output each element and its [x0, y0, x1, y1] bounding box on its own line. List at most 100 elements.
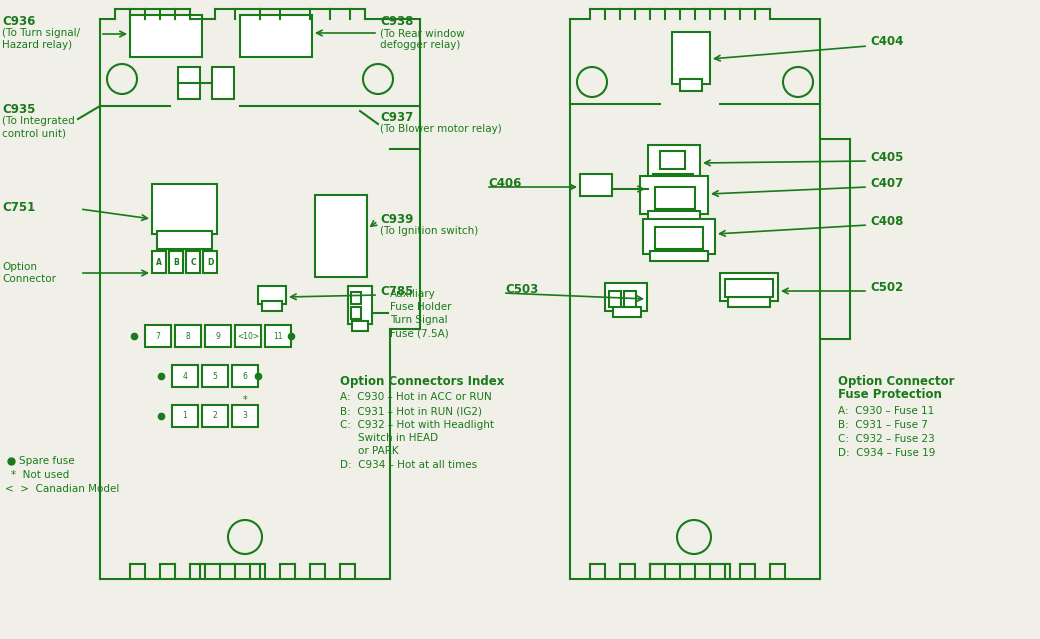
Text: 2: 2	[212, 412, 217, 420]
Text: A: A	[156, 258, 162, 266]
Text: 8: 8	[185, 332, 190, 341]
Bar	[680, 79, 702, 91]
Bar	[170, 251, 183, 273]
Bar	[672, 32, 710, 84]
Bar	[205, 325, 231, 347]
Bar	[235, 325, 261, 347]
Bar	[648, 211, 700, 221]
Text: B:  C931 – Hot in RUN (IG2): B: C931 – Hot in RUN (IG2)	[340, 406, 482, 416]
Bar	[145, 325, 171, 347]
Text: <  >  Canadian Model: < > Canadian Model	[5, 484, 120, 494]
Text: B: B	[173, 258, 179, 266]
Text: (To Blower motor relay): (To Blower motor relay)	[380, 124, 501, 134]
Bar	[648, 145, 700, 177]
Text: C406: C406	[488, 176, 521, 190]
Text: C:  C932 – Fuse 23: C: C932 – Fuse 23	[838, 434, 935, 444]
Text: C785: C785	[380, 284, 413, 298]
Text: Spare fuse: Spare fuse	[19, 456, 75, 466]
Bar	[348, 286, 372, 324]
Text: C938: C938	[380, 15, 413, 27]
Bar	[613, 307, 641, 317]
Bar	[212, 67, 234, 99]
Text: C: C	[190, 258, 196, 266]
Bar	[152, 251, 166, 273]
Bar	[655, 227, 703, 249]
Text: 7: 7	[156, 332, 160, 341]
Text: C404: C404	[870, 35, 904, 47]
Text: A:  C930 – Fuse 11: A: C930 – Fuse 11	[838, 406, 934, 416]
Text: Fuse Protection: Fuse Protection	[838, 389, 942, 401]
Bar	[175, 325, 201, 347]
Bar	[655, 187, 695, 209]
Bar	[265, 325, 291, 347]
Bar	[352, 292, 361, 304]
Text: A:  C930 – Hot in ACC or RUN: A: C930 – Hot in ACC or RUN	[340, 392, 492, 402]
Bar	[640, 176, 708, 214]
Text: Switch in HEAD: Switch in HEAD	[358, 433, 438, 443]
Bar	[232, 405, 258, 427]
Bar	[172, 405, 198, 427]
Bar	[258, 286, 286, 304]
Text: Turn Signal: Turn Signal	[390, 315, 447, 325]
Text: C937: C937	[380, 111, 413, 123]
Text: D: D	[207, 258, 213, 266]
Bar	[580, 174, 612, 196]
Text: C939: C939	[380, 213, 413, 226]
Bar	[202, 365, 228, 387]
Text: 9: 9	[215, 332, 220, 341]
Bar	[178, 67, 200, 99]
Bar	[240, 15, 312, 57]
Text: D:  C934 – Hot at all times: D: C934 – Hot at all times	[340, 460, 477, 470]
Text: B:  C931 – Fuse 7: B: C931 – Fuse 7	[838, 420, 928, 430]
Text: Connector: Connector	[2, 274, 56, 284]
Text: 5: 5	[212, 371, 217, 380]
Text: (To Rear window: (To Rear window	[380, 28, 465, 38]
Text: C405: C405	[870, 151, 904, 164]
Text: 4: 4	[183, 371, 187, 380]
Bar	[352, 307, 361, 319]
Text: *: *	[242, 395, 248, 405]
Bar	[643, 219, 714, 254]
Bar	[232, 365, 258, 387]
Text: Option: Option	[2, 262, 37, 272]
Bar	[725, 279, 773, 297]
Bar	[653, 174, 693, 184]
Text: Auxiliary: Auxiliary	[390, 289, 436, 299]
Bar	[130, 15, 202, 57]
Bar	[157, 231, 212, 249]
Bar	[624, 291, 636, 307]
Text: Option Connector: Option Connector	[838, 374, 955, 387]
Text: <10>: <10>	[237, 332, 259, 341]
Text: (To Integrated: (To Integrated	[2, 116, 75, 126]
Text: Hazard relay): Hazard relay)	[2, 40, 72, 50]
Bar	[660, 151, 685, 169]
Bar	[720, 273, 778, 301]
Text: C502: C502	[870, 281, 904, 293]
Text: C935: C935	[2, 102, 35, 116]
Text: C408: C408	[870, 215, 904, 227]
Text: C751: C751	[2, 201, 35, 213]
Bar	[728, 297, 770, 307]
Text: control unit): control unit)	[2, 128, 66, 138]
Text: 6: 6	[242, 371, 248, 380]
Text: 11: 11	[274, 332, 283, 341]
Text: (To Turn signal/: (To Turn signal/	[2, 28, 80, 38]
Text: *  Not used: * Not used	[11, 470, 70, 480]
Text: C:  C932 – Hot with Headlight: C: C932 – Hot with Headlight	[340, 420, 494, 430]
Bar	[352, 321, 368, 331]
Text: C407: C407	[870, 176, 904, 190]
Bar	[609, 291, 621, 307]
Text: C936: C936	[2, 15, 35, 27]
Bar	[315, 195, 367, 277]
Text: D:  C934 – Fuse 19: D: C934 – Fuse 19	[838, 448, 935, 458]
Text: 3: 3	[242, 412, 248, 420]
Text: (To Ignition switch): (To Ignition switch)	[380, 226, 478, 236]
Bar	[203, 251, 217, 273]
Bar	[172, 365, 198, 387]
Bar	[152, 184, 217, 234]
Bar	[186, 251, 200, 273]
Bar	[262, 301, 282, 311]
Bar	[650, 251, 708, 261]
Text: or PARK: or PARK	[358, 446, 398, 456]
Text: Fuse (7.5A): Fuse (7.5A)	[390, 328, 448, 338]
